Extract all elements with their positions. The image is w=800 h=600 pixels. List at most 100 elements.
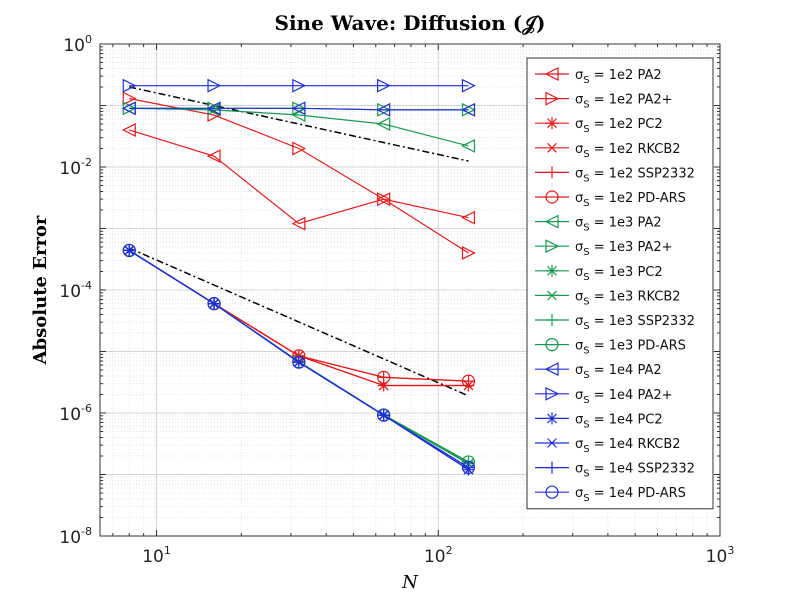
legend-entry: σS = 1e2 RKCB2	[535, 142, 681, 160]
series-line	[129, 107, 469, 111]
legend-entry: σS = 1e3 SSP2332	[535, 314, 695, 332]
legend-entry: σS = 1e2 SSP2332	[535, 166, 695, 184]
data-point	[122, 243, 136, 258]
legend-entry: σS = 1e3 PC2	[535, 264, 663, 283]
series-line	[129, 107, 469, 147]
legend-label: σS = 1e3 PD-ARS	[575, 339, 686, 357]
legend-marker	[545, 338, 559, 352]
legend-entry: σS = 1e4 PC2	[535, 412, 663, 430]
legend-marker	[547, 438, 557, 448]
legend-marker	[544, 214, 559, 229]
legend-entry: σS = 1e4 PA2+	[535, 386, 673, 406]
data-point	[376, 117, 391, 131]
chart-title: Sine Wave: Diffusion (𝒥)	[275, 11, 546, 36]
legend-label: σS = 1e2 RKCB2	[575, 142, 681, 160]
series-1e4-pd-ars	[122, 243, 476, 475]
legend-label: σS = 1e2 PA2	[575, 68, 662, 86]
x-tick-label: 103	[706, 544, 735, 567]
data-point	[461, 78, 476, 93]
data-point	[207, 297, 221, 311]
y-axis-label: Absolute Error	[30, 215, 51, 365]
legend-entry: σS = 1e4 PD-ARS	[535, 485, 686, 504]
data-point	[377, 78, 392, 93]
data-point	[121, 123, 136, 137]
legend-marker	[545, 91, 560, 106]
legend: σS = 1e2 PA2 σS = 1e2 PA2+ σS = 1e2 PC2 σS …	[526, 57, 714, 510]
y-tick-label: 10-6	[59, 402, 92, 425]
legend-marker	[545, 239, 560, 254]
legend-label: σS = 1e3 PA2+	[575, 240, 673, 258]
legend-marker	[546, 166, 558, 179]
data-point	[461, 374, 476, 388]
series-line	[128, 249, 469, 469]
legend-box	[526, 57, 714, 510]
data-point	[122, 91, 137, 106]
legend-marker	[547, 290, 557, 301]
data-point	[292, 141, 307, 156]
legend-marker	[547, 142, 557, 153]
data-point	[291, 216, 306, 231]
legend-label: σS = 1e4 PA2+	[575, 388, 673, 406]
legend-entry: σS = 1e3 PA2	[535, 214, 662, 234]
data-point	[122, 78, 137, 93]
legend-entry: σS = 1e3 RKCB2	[535, 289, 681, 307]
data-point	[376, 102, 391, 117]
legend-label: σS = 1e4 SSP2332	[575, 462, 695, 480]
legend-entry: σS = 1e2 PA2	[535, 67, 662, 86]
legend-entry: σS = 1e4 SSP2332	[535, 461, 695, 480]
y-tick-label: 10-2	[59, 156, 92, 179]
legend-entry: σS = 1e3 PA2+	[535, 239, 673, 258]
axes-box	[99, 43, 721, 537]
series-1e4-pa2+	[122, 78, 476, 93]
data-point	[292, 78, 307, 93]
data-point	[206, 101, 221, 116]
legend-marker	[546, 461, 558, 474]
legend-label: σS = 1e4 RKCB2	[575, 437, 681, 455]
legend-entry: σS = 1e4 RKCB2	[535, 437, 681, 455]
data-point	[206, 149, 221, 164]
legend-label: σS = 1e3 RKCB2	[575, 289, 681, 307]
data-point	[121, 101, 136, 116]
data-point	[291, 108, 306, 122]
legend-marker	[546, 117, 558, 130]
legend-label: σS = 1e3 SSP2332	[575, 314, 695, 332]
legend-entry: σS = 1e2 PA2+	[535, 91, 673, 111]
legend-marker	[544, 362, 559, 377]
legend-label: σS = 1e3 PC2	[575, 265, 663, 283]
legend-label: σS = 1e2 SSP2332	[575, 166, 695, 184]
legend-label: σS = 1e3 PA2	[575, 216, 662, 234]
legend-label: σS = 1e4 PC2	[575, 412, 663, 430]
data-point	[291, 101, 306, 116]
data-point	[461, 246, 476, 260]
data-point	[461, 138, 476, 153]
x-tick-label: 101	[142, 544, 171, 567]
data-point	[461, 460, 476, 475]
data-point	[377, 370, 391, 384]
ref-first-order	[129, 86, 469, 162]
legend-label: σS = 1e4 PD-ARS	[575, 486, 686, 504]
legend-entry: σS = 1e3 PD-ARS	[535, 338, 686, 357]
data-point	[377, 192, 392, 207]
legend-marker	[545, 190, 559, 204]
legend-marker	[545, 386, 560, 401]
legend-marker	[546, 264, 558, 277]
legend-label: σS = 1e4 PA2	[575, 363, 662, 381]
data-point	[207, 108, 222, 122]
legend-label: σS = 1e2 PC2	[575, 117, 663, 135]
series-line	[129, 129, 469, 225]
legend-entry: σS = 1e2 PD-ARS	[535, 190, 686, 209]
y-tick-label: 10-8	[59, 525, 92, 548]
data-point	[292, 355, 306, 369]
legend-entry: σS = 1e4 PA2	[535, 362, 662, 381]
y-tick-label: 10-4	[59, 279, 92, 302]
x-tick-label: 102	[424, 544, 453, 567]
legend-marker	[545, 485, 559, 499]
data-point	[377, 408, 391, 422]
legend-marker	[544, 67, 559, 81]
data-point	[207, 78, 222, 93]
legend-label: σS = 1e2 PA2+	[575, 93, 673, 111]
legend-marker	[546, 412, 558, 425]
y-tick-label: 100	[63, 33, 92, 56]
series-1e4-pa2	[121, 101, 476, 117]
